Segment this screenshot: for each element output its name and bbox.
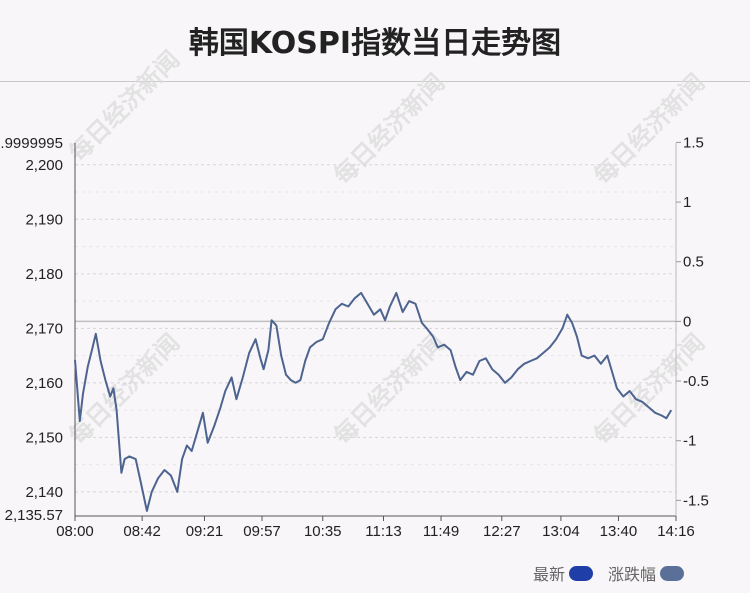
x-tick-label: 09:21 bbox=[186, 523, 224, 540]
legend-item-change[interactable]: 涨跌幅 bbox=[608, 563, 685, 584]
legend-item-latest[interactable]: 最新 bbox=[533, 563, 594, 584]
legend-swatch-latest bbox=[569, 565, 594, 581]
watermark-text: 每日经济新闻 bbox=[589, 69, 711, 191]
x-tick-label: 08:42 bbox=[123, 523, 161, 540]
x-tick-label: 11:13 bbox=[365, 523, 401, 540]
y-right-tick-label: 0.5 bbox=[683, 254, 704, 271]
title-divider bbox=[0, 81, 750, 82]
y-left-tick-label: 2,203.9999995 bbox=[0, 135, 63, 152]
y-right-tick-label: -1 bbox=[683, 433, 696, 450]
x-tick-label: 14:16 bbox=[657, 523, 695, 540]
legend-label-latest: 最新 bbox=[533, 565, 566, 584]
watermark-text: 每日经济新闻 bbox=[64, 46, 186, 168]
y-left-tick-label: 2,135.57 bbox=[5, 507, 63, 524]
x-tick-label: 12:27 bbox=[483, 523, 521, 540]
watermark-text: 每日经济新闻 bbox=[64, 329, 186, 451]
y-left-tick-label: 2,200 bbox=[25, 157, 63, 174]
watermark-text: 每日经济新闻 bbox=[329, 69, 451, 191]
y-right-tick-label: 1 bbox=[683, 194, 691, 211]
y-left-tick-label: 2,170 bbox=[25, 320, 63, 337]
y-right-tick-label: 1.5 bbox=[683, 134, 704, 151]
y-right-tick-label: -0.5 bbox=[683, 373, 709, 390]
x-tick-label: 10:35 bbox=[304, 523, 342, 540]
x-tick-label: 08:00 bbox=[56, 523, 94, 540]
y-left-tick-label: 2,150 bbox=[25, 429, 63, 446]
y-right-tick-label: -1.5 bbox=[683, 492, 709, 509]
series-line-latest bbox=[74, 291, 673, 512]
y-left-tick-label: 2,180 bbox=[25, 266, 63, 283]
y-left-tick-label: 2,140 bbox=[25, 484, 63, 501]
legend-label-change: 涨跌幅 bbox=[608, 565, 657, 584]
y-left-tick-label: 2,160 bbox=[25, 375, 63, 392]
watermark-text: 每日经济新闻 bbox=[329, 329, 451, 451]
x-tick-label: 13:40 bbox=[600, 523, 638, 540]
y-left-tick-label: 2,190 bbox=[25, 211, 63, 228]
x-tick-label: 11:49 bbox=[423, 523, 459, 540]
x-tick-label: 09:57 bbox=[243, 523, 281, 540]
chart-title: 韩国KOSPI指数当日走势图 bbox=[188, 26, 562, 61]
x-tick-label: 13:04 bbox=[542, 523, 580, 540]
y-right-tick-label: 0 bbox=[683, 313, 691, 330]
legend-swatch-change bbox=[660, 565, 685, 581]
